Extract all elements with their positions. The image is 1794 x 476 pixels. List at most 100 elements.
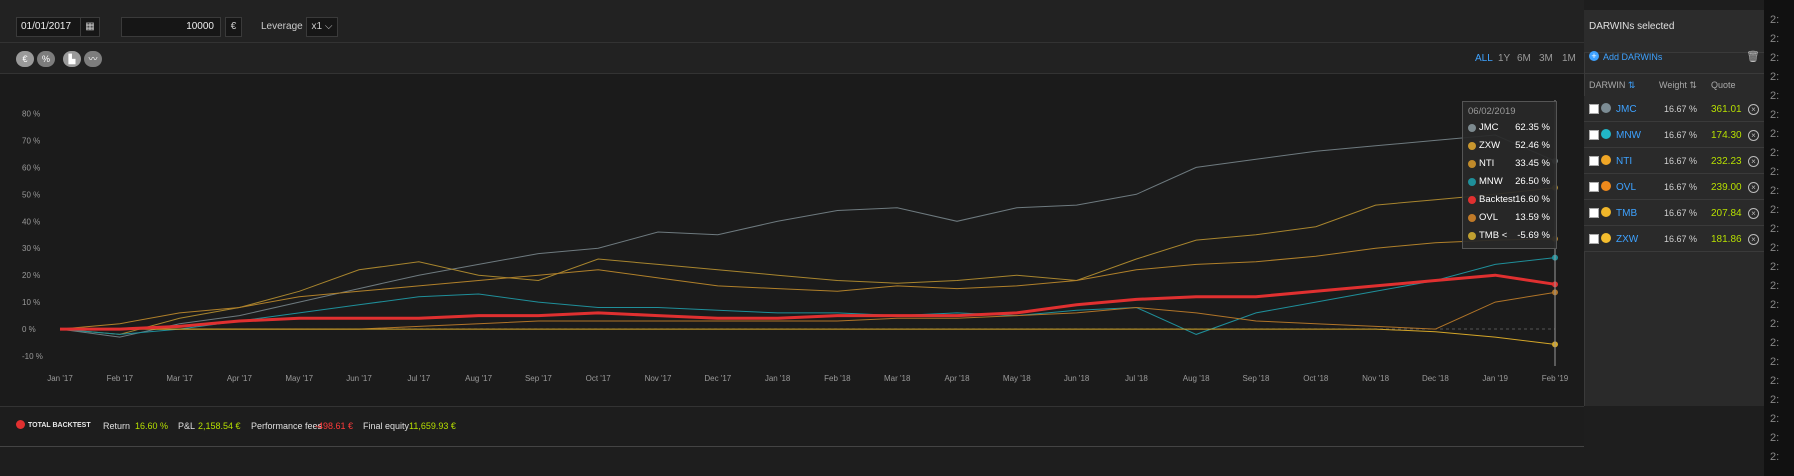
range-all[interactable]: ALL [1475,53,1493,64]
darwin-quote: 361.01 [1711,104,1742,115]
tooltip-dot [1468,160,1476,168]
tooltip-row: Backtest 16.60 % [1463,192,1556,210]
darwin-name[interactable]: JMC [1616,104,1637,115]
y-tick-label: 20 % [22,271,40,280]
color-dot [1601,233,1611,243]
row-checkbox[interactable] [1589,156,1599,166]
tooltip-row: TMB < -5.69 % [1463,228,1556,246]
y-tick-label: 30 % [22,244,40,253]
total-backtest-label: TOTAL BACKTEST [28,422,91,429]
euro-mode-button[interactable]: € [16,51,34,67]
range-6m[interactable]: 6M [1517,53,1531,64]
amount-input[interactable]: 10000 [121,17,221,37]
sidebar-header [1584,10,1764,53]
tooltip-series: MNW [1479,176,1503,187]
area-chart-icon[interactable]: ▙ [63,51,81,67]
x-tick-label: Feb '17 [107,374,134,383]
darwin-name[interactable]: ZXW [1616,234,1639,245]
edge-text: 2: [1770,242,1780,254]
darwin-row[interactable]: OVL 16.67 % 239.00 × [1584,174,1764,200]
edge-text: 2: [1770,299,1780,311]
series-line-nti [59,238,1556,330]
range-3m[interactable]: 3M [1539,53,1553,64]
darwin-name[interactable]: OVL [1616,182,1637,193]
y-tick-label: 70 % [22,136,40,145]
x-tick-label: Apr '18 [944,374,970,383]
edge-text: 2: [1770,128,1780,140]
percent-mode-button[interactable]: % [37,51,55,67]
x-tick-label: Oct '18 [1303,374,1329,383]
equity-label: Final equity [363,421,410,431]
pnl-value: 2,158.54 € [198,421,241,431]
edge-text: 2: [1770,432,1780,444]
return-value: 16.60 % [135,421,169,431]
series-line-tmb [60,328,1556,345]
x-tick-label: Mar '18 [884,374,911,383]
col-weight[interactable]: Weight ⇅ [1659,80,1697,91]
y-tick-label: 0 % [22,325,36,334]
row-checkbox[interactable] [1589,104,1599,114]
edge-text: 2: [1770,109,1780,121]
y-tick-label: 10 % [22,298,40,307]
darwin-quote: 174.30 [1711,130,1742,141]
darwin-name[interactable]: TMB [1616,208,1638,219]
remove-icon[interactable]: × [1748,234,1759,245]
y-tick-label: 80 % [22,109,40,118]
x-tick-label: Sep '18 [1243,374,1270,383]
chart-area: 80 % 70 % 60 % 50 % 40 % 30 % 20 % 10 % 0 % -10 %… [0,74,1584,406]
row-checkbox[interactable] [1589,182,1599,192]
x-tick-label: Feb '19 [1542,374,1569,383]
row-checkbox[interactable] [1589,208,1599,218]
y-tick-label: 40 % [22,217,40,226]
row-checkbox[interactable] [1589,130,1599,140]
edge-text: 2: [1770,33,1780,45]
series-line-ovl [60,291,1556,330]
color-dot [1601,129,1611,139]
tooltip-dot [1468,142,1476,150]
chart-toolbar [0,43,1584,74]
line-chart-icon[interactable]: 〰 [84,51,102,67]
col-quote: Quote [1711,80,1736,90]
chevron-down-icon: ⌵ [322,21,333,32]
darwin-row[interactable]: ZXW 16.67 % 181.86 × [1584,226,1764,252]
sort-icon: ⇅ [1627,80,1636,90]
col-darwin[interactable]: DARWIN ⇅ [1589,80,1635,91]
darwin-quote: 239.00 [1711,182,1742,193]
darwin-name[interactable]: NTI [1616,156,1633,167]
leverage-label: Leverage [261,21,303,32]
remove-icon[interactable]: × [1748,156,1759,167]
x-tick-label: Dec '18 [1422,374,1449,383]
add-icon[interactable]: + [1589,51,1599,61]
edge-text: 2: [1770,280,1780,292]
tooltip-value: 33.45 % [1515,158,1550,169]
add-darwins-button[interactable]: Add DARWINs [1603,52,1663,62]
darwin-row[interactable]: MNW 16.67 % 174.30 × [1584,122,1764,148]
darwin-row[interactable]: NTI 16.67 % 232.23 × [1584,148,1764,174]
darwin-row[interactable]: TMB 16.67 % 207.84 × [1584,200,1764,226]
remove-icon[interactable]: × [1748,104,1759,115]
tooltip-row: JMC 62.35 % [1463,120,1556,138]
series-line-zxw [59,187,1556,335]
range-1m[interactable]: 1M [1562,53,1576,64]
tooltip-series: OVL [1479,212,1499,223]
edge-text: 2: [1770,451,1780,463]
remove-icon[interactable]: × [1748,208,1759,219]
color-dot [1601,155,1611,165]
x-tick-label: Jan '17 [47,374,73,383]
darwin-weight: 16.67 % [1664,104,1698,114]
darwin-name[interactable]: MNW [1616,130,1641,141]
leverage-select[interactable]: x1 ⌵ [306,17,338,37]
edge-text: 2: [1770,337,1780,349]
darwin-row[interactable]: JMC 16.67 % 361.01 × [1584,96,1764,122]
calendar-icon[interactable]: ▦ [80,17,100,37]
range-1y[interactable]: 1Y [1498,53,1511,64]
trash-icon[interactable]: 🗑 [1746,51,1760,63]
remove-icon[interactable]: × [1748,130,1759,141]
darwin-weight: 16.67 % [1664,182,1698,192]
remove-icon[interactable]: × [1748,182,1759,193]
row-checkbox[interactable] [1589,234,1599,244]
darwin-weight: 16.67 % [1664,234,1698,244]
currency-select[interactable]: € [225,17,242,37]
tooltip-series: TMB < [1479,230,1508,241]
start-date-input[interactable]: 01/01/2017 [16,17,82,37]
